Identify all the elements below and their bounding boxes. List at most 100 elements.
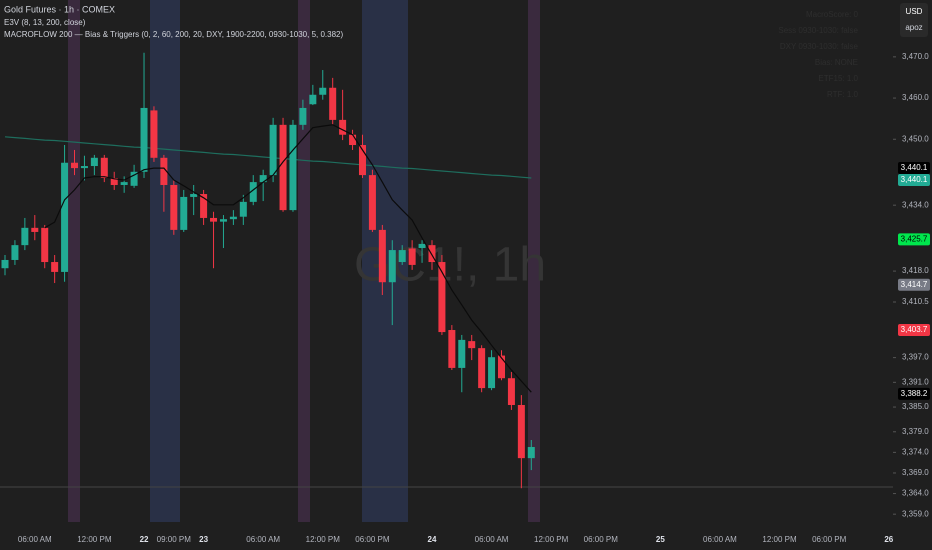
candle-body [219,219,227,222]
candle-body [428,245,436,263]
panel-text: DXY 0930-1030: false [780,42,859,51]
y-tick-label: 3,418.0 [902,266,929,275]
candle-body [61,162,69,272]
x-tick-label: 09:00 PM [157,535,192,544]
candle-body [80,166,88,169]
y-tick-label: 3,410.5 [902,297,929,306]
y-tick-label: 3,460.0 [902,93,929,102]
x-tick-label: 25 [656,535,665,544]
candle-body [438,262,446,333]
panel-text: RTF: 1.0 [827,90,859,99]
candle-body [448,330,456,368]
x-tick-label: 06:00 PM [355,535,390,544]
candle-body [398,250,406,263]
x-tick-label: 06:00 AM [475,535,509,544]
x-tick-label: 06:00 AM [246,535,280,544]
session-band [298,0,310,522]
candle-body [21,227,29,246]
candle-body [319,87,327,95]
candle-body [507,378,515,405]
price-tag-label: 3,425.7 [901,234,928,243]
candle-body [289,124,297,211]
price-tag [898,278,930,291]
x-tick-label: 23 [199,535,208,544]
candle-body [110,177,118,185]
price-tag-label: 3,403.7 [901,325,928,334]
panel-text: ETF15: 1.0 [818,74,858,83]
candle-body [140,107,148,172]
candle-body [358,145,366,176]
price-tag [898,174,930,187]
y-tick-label: 3,374.0 [902,447,929,456]
candle-body [71,162,79,169]
y-tick-label: 3,379.0 [902,427,929,436]
candle-body [100,157,108,178]
watermark: GC1!, 1h [354,239,546,292]
candle-body [150,110,158,158]
y-tick-label: 3,470.0 [902,52,929,61]
candle-body [329,87,337,120]
y-tick-label: 3,364.0 [902,489,929,498]
x-tick-label: 24 [428,535,437,544]
status-panel: MacroScore: 0 Sess 0930-1030: false DXY 09… [778,10,858,99]
candle-body [120,182,128,185]
price-tag-label: 3,440.1 [901,175,928,184]
candle-body [378,229,386,283]
price-tag [898,387,930,400]
y-tick-label: 3,391.0 [902,377,929,386]
currency-box[interactable] [900,3,928,37]
candle-body [478,348,486,389]
candle-body [210,217,218,222]
candle-body [279,124,287,211]
candle-body [200,194,208,218]
candle-body [349,134,357,146]
x-tick-label: 22 [140,535,149,544]
x-tick-label: 26 [884,535,893,544]
candle-body [31,227,39,232]
candle-body [1,259,9,269]
price-tag-label: 3,388.2 [901,389,928,398]
indicator-label: MACROFLOW 200 — Bias & Triggers (0, 2, 6… [4,30,343,39]
candle-body [130,171,138,186]
indicator-line [4,136,532,179]
user[interactable]: apoz [905,23,922,32]
price-tag [898,233,930,246]
candle-body [190,194,198,197]
x-tick-label: 12:00 PM [762,535,797,544]
candle-body [229,216,237,220]
x-tick-label: 06:00 AM [18,535,52,544]
y-tick-label: 3,385.0 [902,402,929,411]
candle-body [11,245,19,260]
candle-body [51,262,59,272]
candle-body [90,157,98,167]
price-tag [898,324,930,337]
candle-body [527,447,535,459]
x-tick-label: 12:00 PM [306,535,341,544]
candle-body [388,250,396,283]
x-tick-label: 06:00 PM [584,535,619,544]
candle-body [41,227,49,263]
session-band [68,0,80,522]
y-tick-label: 3,359.0 [902,509,929,518]
candle-body [239,201,247,217]
plot [0,52,893,489]
candle-body [299,107,307,125]
candle-body [339,119,347,135]
candle-body [408,248,416,265]
price-tag-label: 3,414.7 [901,280,928,289]
y-tick-label: 3,450.0 [902,134,929,143]
panel-text: Sess 0930-1030: false [778,26,858,35]
indicator-label: E3V (8, 13, 200, close) [4,18,86,27]
x-tick-label: 12:00 PM [77,535,112,544]
candle-body [418,243,426,249]
price-tag-label: 3,440.1 [901,163,928,172]
candle-body [517,404,525,459]
currency[interactable]: USD [906,7,923,16]
candle-body [259,175,267,183]
y-tick-label: 3,369.0 [902,468,929,477]
price-tag [898,162,930,175]
candle-body [458,339,466,368]
candle-body [249,182,257,202]
panel-text: Bias: NONE [815,58,858,67]
candle-body [468,341,476,349]
